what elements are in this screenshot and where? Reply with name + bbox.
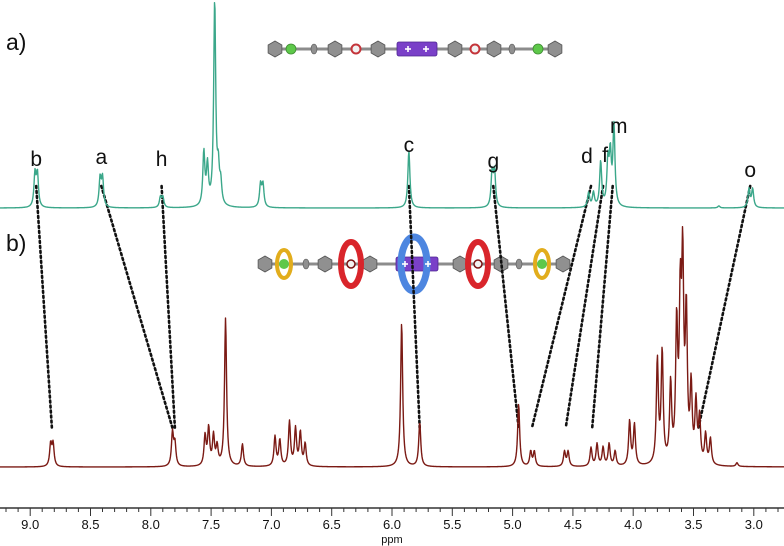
panel-label-b: b) <box>6 230 26 256</box>
stopper-site <box>279 259 289 269</box>
macrocycle-ring-yellow <box>533 248 551 280</box>
macrocycle-ring-red <box>465 239 491 289</box>
correlation-line-h <box>160 184 177 430</box>
x-axis: 9.0 8.5 8.0 7.5 7.0 6.5 6.0 5.5 5.0 4.5 4.0 3.5 3.0 <box>0 507 784 532</box>
central-core <box>396 41 438 57</box>
x-tick-label: 9.0 <box>21 517 39 532</box>
peak-label-d: d <box>581 145 593 168</box>
peak-label-f: f <box>602 144 608 167</box>
x-tick-label: 4.5 <box>564 517 582 532</box>
x-tick-label: 3.5 <box>684 517 702 532</box>
spectrum-trace <box>0 1 784 209</box>
phenyl-group <box>267 40 283 58</box>
correlation-line-o <box>697 184 752 430</box>
stopper-site <box>537 259 547 269</box>
phenyl-group <box>547 40 563 58</box>
peak-label-g: g <box>487 150 499 173</box>
phenyl-group <box>555 255 571 273</box>
x-tick-label: 5.0 <box>504 517 522 532</box>
phenyl-group <box>362 255 378 273</box>
binding-site <box>346 259 356 269</box>
x-tick-label: 3.0 <box>745 517 763 532</box>
x-tick-label: 8.0 <box>142 517 160 532</box>
macrocycle-ring-red <box>338 239 364 289</box>
x-tick-label: 7.5 <box>202 517 220 532</box>
binding-site <box>473 259 483 269</box>
x-tick-label: 8.5 <box>81 517 99 532</box>
phenyl-group <box>486 40 502 58</box>
correlation-line-c <box>407 184 422 430</box>
peak-label-m: m <box>610 115 628 138</box>
x-tick-label: 5.5 <box>443 517 461 532</box>
peak-label-a: a <box>95 146 107 169</box>
peak-label-b: b <box>30 148 42 171</box>
molecule-diagram-a <box>267 40 563 58</box>
spectra <box>0 1 784 468</box>
linker-node <box>302 258 310 270</box>
peak-correlation-lines <box>34 184 752 430</box>
x-axis-title: ppm <box>381 534 402 546</box>
spectrum-b <box>0 225 784 468</box>
correlation-line-m <box>590 184 615 430</box>
phenyl-group <box>317 255 333 273</box>
phenyl-group <box>327 40 343 58</box>
spectrum-a <box>0 1 784 209</box>
linker-node <box>515 258 523 270</box>
peak-label-o: o <box>744 159 756 182</box>
peak-label-c: c <box>404 134 415 157</box>
phenyl-group <box>447 40 463 58</box>
linker-node <box>310 43 318 55</box>
phenyl-group <box>452 255 468 273</box>
x-tick-label: 4.0 <box>624 517 642 532</box>
correlation-line-b <box>34 184 54 430</box>
phenyl-group <box>370 40 386 58</box>
binding-site <box>350 43 362 55</box>
peak-label-h: h <box>156 148 168 171</box>
peak-labels: b a h c g d fm o <box>30 115 756 182</box>
macrocycle-ring-yellow <box>275 248 293 280</box>
x-tick-label: 6.5 <box>323 517 341 532</box>
x-tick-label: 7.0 <box>262 517 280 532</box>
x-tick-label: 6.0 <box>383 517 401 532</box>
binding-site <box>469 43 481 55</box>
linker-node <box>508 43 516 55</box>
panel-label-a: a) <box>6 29 26 55</box>
stopper-site <box>532 43 544 55</box>
phenyl-group <box>257 255 273 273</box>
spectrum-trace <box>0 225 784 468</box>
stopper-site <box>285 43 297 55</box>
correlation-line-d <box>530 184 593 430</box>
correlation-line-f <box>564 184 605 430</box>
correlation-line-a <box>100 184 174 430</box>
correlation-line-g <box>491 184 520 430</box>
